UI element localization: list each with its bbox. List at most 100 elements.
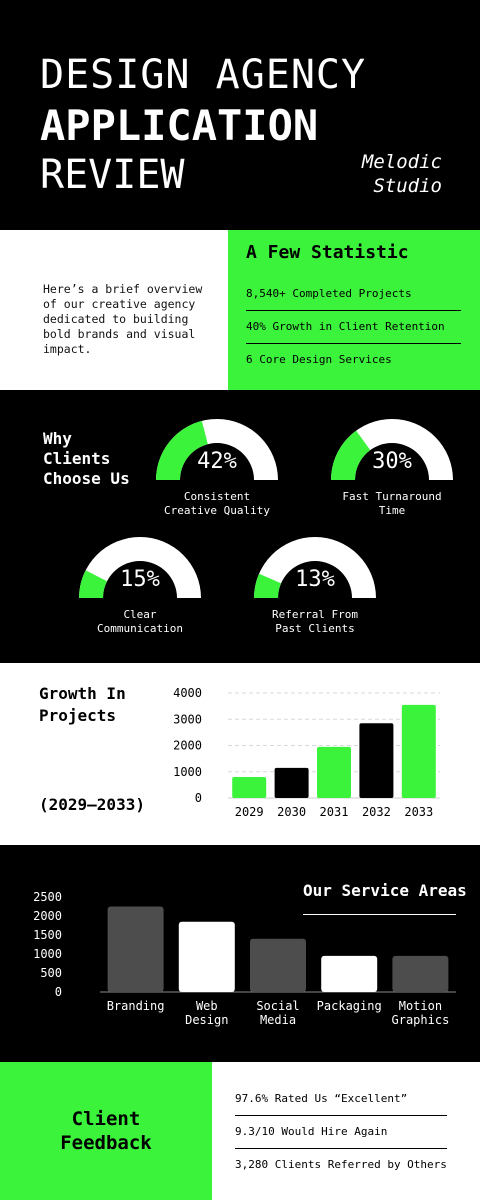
why-clients-section: Why Clients Choose Us 42% Consistent Cre… [0, 390, 480, 663]
statistics-title: A Few Statistic [246, 242, 409, 263]
intro-text: Here’s a brief overview of our creative … [43, 282, 203, 356]
feedback-divider [235, 1148, 447, 1149]
gauge-track [254, 537, 376, 598]
services-section: Our Service Areas 0 500 1000 1500 2000 2500 Br… [0, 845, 480, 1062]
x-tick-label: 2032 [362, 805, 391, 819]
gauge-label-line: Consistent [183, 490, 251, 503]
y-tick-label: 2000 [33, 909, 62, 923]
gauge-label-line: Clear [123, 608, 157, 621]
x-tick-label: 2030 [277, 805, 306, 819]
gauge-percent: 42% [197, 449, 237, 474]
feedback-title-line-1: Client [71, 1108, 141, 1130]
y-tick-label: 500 [40, 966, 62, 980]
gauge-percent: 13% [295, 567, 335, 592]
gauge-referral: 13% [253, 536, 377, 606]
gauge-fill [331, 430, 371, 480]
title-line-2: APPLICATION [40, 101, 319, 150]
y-tick-label: 2000 [173, 739, 202, 753]
y-tick-label: 1000 [173, 765, 202, 779]
growth-bar-chart: 0 1000 2000 3000 4000 2029 2030 2031 2032 2033 [173, 686, 440, 819]
x-tick-label: Motion [399, 999, 442, 1013]
gauge-track [79, 537, 201, 598]
bar [107, 906, 164, 992]
gauge-label-line: Referral From [271, 608, 359, 621]
bar [250, 938, 306, 992]
x-tick-label: 2031 [320, 805, 349, 819]
gauge-fill [156, 420, 208, 480]
x-tick-label: Social [256, 999, 299, 1013]
gauge-label-line: Creative Quality [164, 504, 270, 517]
services-title-underline [303, 914, 456, 915]
y-tick-label: 2500 [33, 890, 62, 904]
gauge-fill [79, 570, 108, 598]
feedback-item: 3,280 Clients Referred by Others [235, 1158, 447, 1171]
why-title: Why Clients Choose Us [43, 429, 130, 489]
y-tick-label: 4000 [173, 686, 202, 700]
gauge-label-line: Communication [96, 622, 184, 635]
x-tick-label: Packaging [317, 999, 382, 1013]
gauge-label-line: Time [378, 504, 406, 517]
y-tick-label: 3000 [173, 712, 202, 726]
y-tick-label: 0 [55, 985, 62, 999]
intro-section: Here’s a brief overview of our creative … [0, 230, 480, 390]
growth-title-line-1: Growth In [39, 684, 126, 703]
services-title: Our Service Areas [303, 881, 467, 900]
feedback-title-line-2: Feedback [60, 1132, 152, 1154]
why-title-line-2: Clients [43, 449, 111, 468]
gauge-label: Consistent Creative Quality [137, 490, 297, 518]
x-tick-label: Media [260, 1013, 296, 1027]
why-title-line-3: Choose Us [43, 469, 130, 488]
feedback-title: Client Feedback [0, 1107, 212, 1155]
gauge-quality: 42% [155, 418, 279, 488]
bar [359, 723, 394, 798]
stat-item: 6 Core Design Services [246, 353, 392, 366]
stat-divider [246, 310, 461, 311]
bar [178, 921, 235, 992]
title-line-1: DESIGN AGENCY [40, 52, 367, 98]
gauge-label-line: Past Clients [275, 622, 355, 635]
gauge-label: Fast Turnaround Time [312, 490, 472, 518]
why-title-line-1: Why [43, 429, 72, 448]
x-tick-label: 2029 [235, 805, 264, 819]
growth-section: Growth In Projects (2029–2033) 0 1000 2000… [0, 663, 480, 845]
stat-item: 8,540+ Completed Projects [246, 287, 412, 300]
bar [401, 704, 436, 798]
gauge-track [331, 419, 453, 480]
gauge-communication: 15% [78, 536, 202, 606]
studio-line-2: Studio [373, 175, 442, 197]
growth-title: Growth In Projects [39, 683, 126, 727]
y-tick-label: 1500 [33, 928, 62, 942]
growth-title-line-2: Projects [39, 706, 117, 725]
studio-line-1: Melodic [361, 151, 442, 173]
gauge-percent: 15% [120, 567, 160, 592]
stat-divider [246, 343, 461, 344]
feedback-item: 9.3/10 Would Hire Again [235, 1125, 388, 1138]
gauge-percent: 30% [372, 449, 412, 474]
bar [232, 777, 267, 798]
x-tick-label: Web [196, 999, 218, 1013]
studio-name: Melodic Studio [362, 150, 442, 198]
feedback-panel: Client Feedback [0, 1062, 212, 1200]
gauge-fill [254, 573, 282, 598]
stat-item: 40% Growth in Client Retention [246, 320, 445, 333]
y-tick-label: 1000 [33, 947, 62, 961]
x-tick-label: Branding [107, 999, 165, 1013]
bar [392, 955, 449, 992]
x-tick-label: Graphics [392, 1013, 450, 1027]
gauge-label: Referral From Past Clients [235, 608, 395, 636]
title-line-3: REVIEW [40, 152, 185, 198]
header: DESIGN AGENCY APPLICATION REVIEW Melodic… [0, 0, 480, 230]
gauge-label-line: Fast Turnaround [342, 490, 442, 503]
growth-date-range: (2029–2033) [39, 795, 145, 814]
x-tick-label: 2033 [404, 805, 433, 819]
feedback-divider [235, 1115, 447, 1116]
bar [274, 767, 309, 798]
statistics-panel: A Few Statistic 8,540+ Completed Project… [228, 230, 480, 390]
gauge-label: Clear Communication [60, 608, 220, 636]
gauge-turnaround: 30% [330, 418, 454, 488]
feedback-item: 97.6% Rated Us “Excellent” [235, 1092, 408, 1105]
bar [317, 746, 351, 798]
y-tick-label: 0 [195, 791, 202, 805]
x-tick-label: Design [185, 1013, 228, 1027]
